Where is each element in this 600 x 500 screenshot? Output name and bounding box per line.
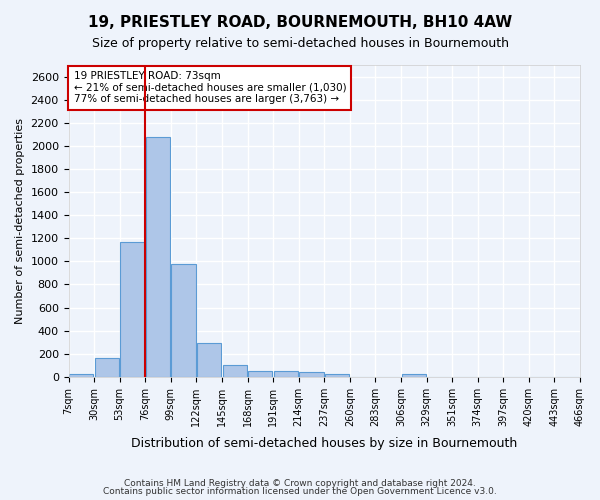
Text: Size of property relative to semi-detached houses in Bournemouth: Size of property relative to semi-detach… (91, 38, 509, 51)
Bar (299, 372, 323, 377)
Bar (172, 264, 196, 377)
Text: 19 PRIESTLEY ROAD: 73sqm
← 21% of semi-detached houses are smaller (1,030)
77% o: 19 PRIESTLEY ROAD: 73sqm ← 21% of semi-d… (74, 71, 346, 104)
Bar (95, 358, 119, 377)
Text: 19, PRIESTLEY ROAD, BOURNEMOUTH, BH10 4AW: 19, PRIESTLEY ROAD, BOURNEMOUTH, BH10 4A… (88, 15, 512, 30)
Bar (223, 365, 247, 377)
Y-axis label: Number of semi-detached properties: Number of semi-detached properties (15, 118, 25, 324)
Bar (69, 374, 94, 377)
Bar (146, 136, 170, 377)
X-axis label: Distribution of semi-detached houses by size in Bournemouth: Distribution of semi-detached houses by … (131, 437, 517, 450)
Bar (197, 344, 221, 377)
Bar (274, 371, 298, 377)
Bar (121, 242, 145, 377)
Text: Contains public sector information licensed under the Open Government Licence v3: Contains public sector information licen… (103, 487, 497, 496)
Text: Contains HM Land Registry data © Crown copyright and database right 2024.: Contains HM Land Registry data © Crown c… (124, 478, 476, 488)
Bar (325, 374, 349, 377)
Bar (401, 374, 426, 377)
Bar (248, 371, 272, 377)
